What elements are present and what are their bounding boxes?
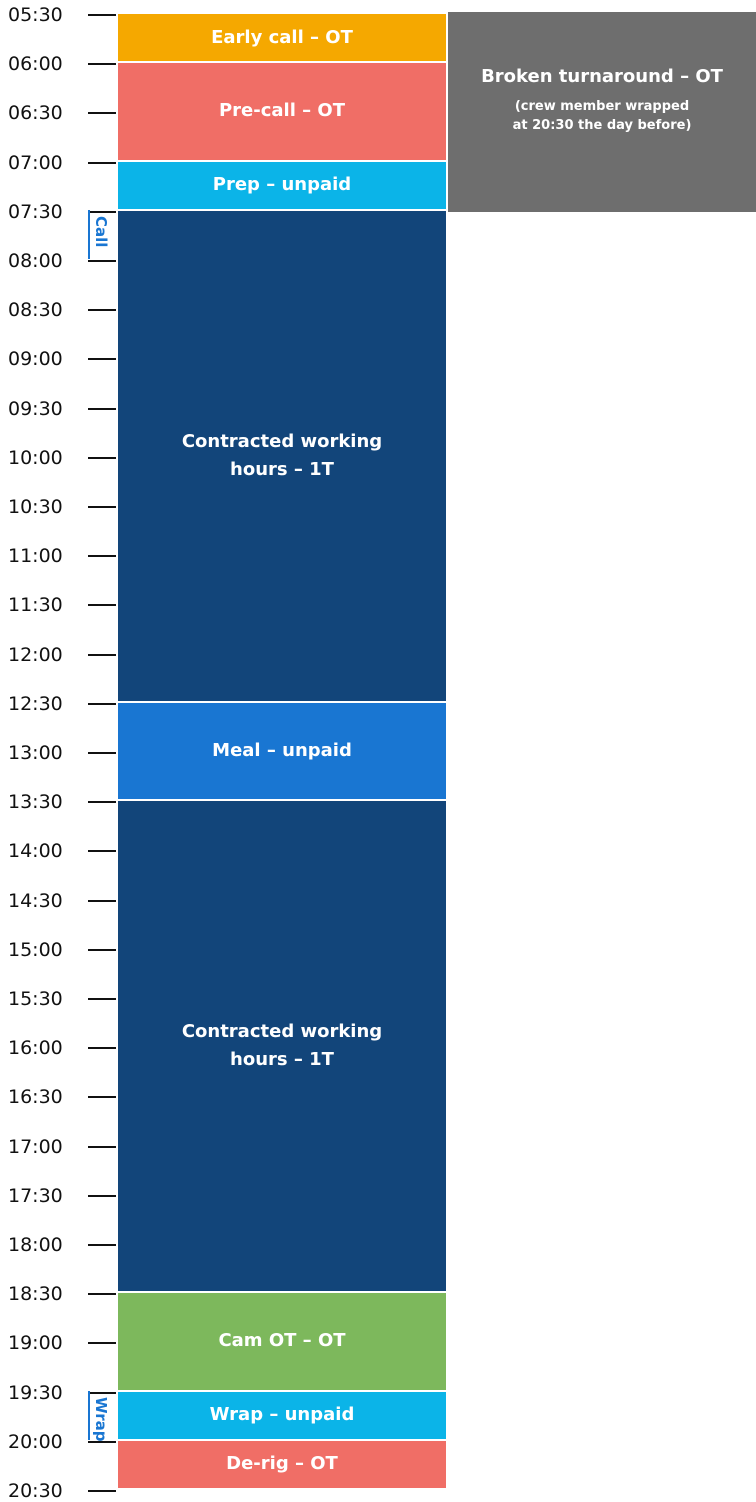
time-label: 05:30: [8, 4, 63, 26]
time-label: 12:30: [8, 692, 63, 715]
time-label: 20:00: [8, 1430, 63, 1453]
time-label: 11:30: [8, 594, 63, 617]
block-label: Contracted working: [181, 430, 383, 452]
time-label: 13:30: [8, 791, 63, 814]
tick: [88, 998, 116, 1000]
tick: [88, 1440, 116, 1443]
tick: [88, 161, 116, 164]
time-label: 11:00: [8, 545, 63, 568]
time-label: 10:00: [8, 446, 63, 469]
block: Cam OT – OT: [118, 1293, 446, 1392]
block: Contracted working hours – 1T: [118, 210, 446, 703]
tick: [88, 653, 116, 656]
tick: [88, 210, 116, 213]
tick: [88, 850, 116, 853]
block: De-rig – OT: [118, 1440, 446, 1490]
block: Pre-call – OT: [118, 63, 446, 162]
time-label: 15:30: [8, 988, 63, 1010]
tick: [88, 112, 116, 115]
block: Contracted working hours – 1T: [118, 801, 446, 1294]
time-label: 06:00: [8, 53, 63, 76]
tick: [88, 1490, 116, 1492]
tick: [88, 309, 116, 312]
tick: [88, 801, 116, 804]
time-label: 10:30: [8, 496, 63, 518]
time-label: 18:30: [8, 1283, 63, 1306]
block: Prep – unpaid: [118, 161, 446, 211]
time-label: 17:00: [8, 1135, 63, 1158]
tick: [88, 948, 116, 951]
time-label: 14:00: [8, 840, 63, 863]
block: Wrap – unpaid: [118, 1391, 446, 1441]
tick: [88, 260, 116, 262]
side-note-line: at 20:30 the day before): [512, 117, 692, 133]
tick: [88, 1096, 116, 1099]
tick: [88, 1194, 116, 1197]
side-note-title: Broken turnaround – OT: [481, 65, 723, 87]
block-label: hours – 1T: [230, 458, 334, 480]
side-note-line: (crew member wrapped: [514, 98, 690, 114]
tick: [88, 1391, 116, 1394]
marker-line: [88, 1390, 90, 1440]
time-label: 18:00: [8, 1234, 63, 1256]
time-label: 08:30: [8, 299, 63, 322]
tick: [88, 1145, 116, 1148]
tick: [88, 456, 116, 459]
block-label: De-rig – OT: [226, 1453, 338, 1475]
time-label: 19:30: [8, 1381, 63, 1404]
block-label: Pre-call – OT: [218, 100, 346, 122]
tick: [88, 752, 116, 754]
block-label: Prep – unpaid: [212, 174, 352, 196]
time-label: 09:00: [8, 348, 63, 371]
tick: [88, 555, 116, 558]
tick: [88, 506, 116, 508]
time-label: 16:00: [8, 1037, 63, 1060]
tick: [88, 14, 116, 16]
time-label: 06:30: [8, 102, 63, 125]
tick: [88, 63, 116, 66]
time-label: 16:30: [8, 1086, 63, 1109]
tick: [88, 407, 116, 410]
marker-label: Call: [92, 215, 110, 248]
time-label: 07:00: [8, 151, 63, 174]
time-label: 07:30: [8, 200, 63, 223]
tick: [88, 1047, 116, 1050]
tick: [88, 1244, 116, 1246]
block: Meal – unpaid: [118, 702, 446, 802]
block: Early call – OT: [118, 14, 446, 64]
time-label: 12:00: [8, 643, 63, 666]
time-label: 13:00: [8, 742, 63, 764]
time-label: 15:00: [8, 938, 63, 961]
block-label: Contracted working: [181, 1021, 383, 1043]
block-label: Early call – OT: [211, 26, 353, 48]
marker-line: [88, 209, 90, 259]
marker-label: Wrap: [92, 1396, 110, 1442]
block-label: Cam OT – OT: [218, 1330, 346, 1352]
tick: [88, 604, 116, 607]
time-label: 08:00: [8, 250, 63, 272]
time-label: 20:30: [8, 1480, 63, 1502]
side-note: Broken turnaround – OT (crew member wrap…: [448, 12, 756, 212]
time-label: 14:30: [8, 889, 63, 912]
block-label: Meal – unpaid: [212, 739, 352, 761]
time-label: 09:30: [8, 397, 63, 420]
tick: [88, 1342, 116, 1345]
time-label: 17:30: [8, 1184, 63, 1207]
tick: [88, 702, 116, 705]
block-label: Wrap – unpaid: [209, 1404, 355, 1426]
tick: [88, 358, 116, 361]
tick: [88, 899, 116, 902]
block-label: hours – 1T: [230, 1049, 334, 1071]
tick: [88, 1293, 116, 1296]
time-label: 19:00: [8, 1332, 63, 1355]
